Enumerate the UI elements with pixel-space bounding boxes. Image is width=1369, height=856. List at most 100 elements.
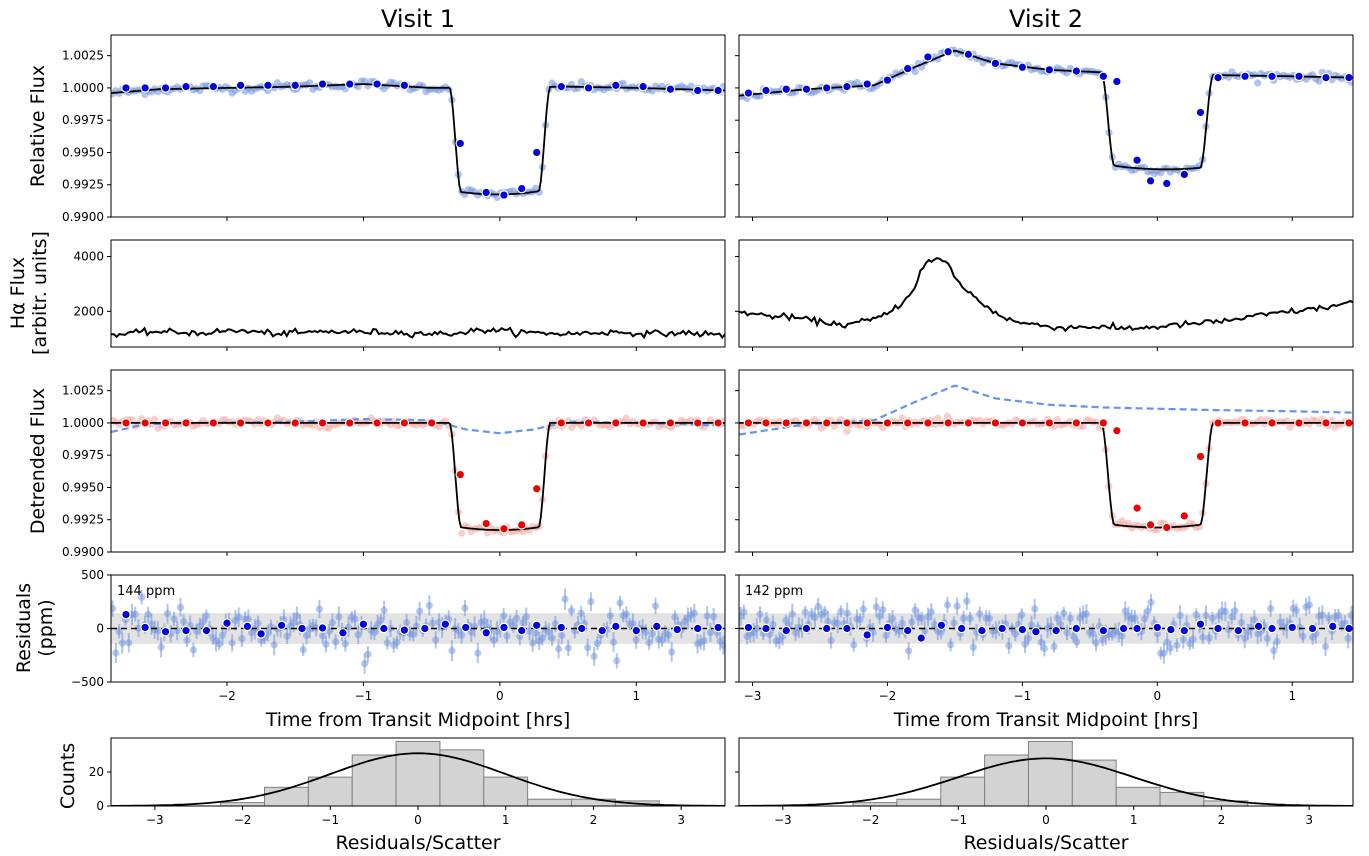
binned-residual-point (1195, 619, 1206, 630)
residual-point (1153, 630, 1162, 638)
halpha-line (739, 257, 1353, 333)
plot-area (111, 588, 725, 674)
residual-point (512, 614, 521, 623)
residual-point (632, 636, 640, 644)
binned-data-point (516, 520, 527, 530)
residual-point (361, 660, 369, 668)
residual-point (756, 610, 764, 618)
residual-point (1318, 611, 1326, 619)
binned-residual-point (936, 620, 947, 631)
residual-point (270, 641, 278, 649)
binned-data-point (692, 85, 703, 96)
residual-point (648, 629, 656, 638)
histogram-bar (1071, 759, 1117, 806)
binned-data-point (372, 418, 382, 428)
residual-point (1179, 635, 1187, 644)
residual-point (1263, 634, 1271, 643)
binned-data-point (842, 418, 852, 428)
x-tick-label: 3 (1305, 813, 1313, 827)
histogram-bar (220, 802, 265, 806)
residual-point (1202, 611, 1210, 620)
binned-residual-point (1051, 625, 1061, 636)
binned-data-point (1098, 71, 1109, 82)
residual-point (302, 631, 311, 640)
x-tick-label: 0 (1154, 689, 1162, 703)
x-tick-label: −2 (862, 813, 880, 827)
residual-point (1147, 598, 1155, 606)
binned-data-point (499, 190, 509, 200)
residual-point (1018, 611, 1026, 619)
residual-point (1305, 601, 1313, 609)
binned-residual-point (1213, 623, 1223, 634)
binned-residual-point (597, 625, 607, 636)
binned-residual-point (821, 623, 832, 634)
residual-point (125, 639, 133, 647)
residual-point (882, 631, 890, 640)
residual-point (144, 610, 152, 618)
binned-data-point (1161, 178, 1172, 189)
x-tick-label: 1 (1288, 689, 1296, 703)
binned-data-point (556, 81, 567, 92)
halpha-line (111, 326, 725, 340)
binned-data-point (781, 84, 792, 95)
binned-data-point (713, 418, 723, 428)
y-tick-label: 1.0000 (62, 416, 104, 430)
binned-data-point (1213, 72, 1223, 83)
residual-point (228, 639, 236, 647)
visit2-detrended-flux-panel (735, 369, 1354, 556)
binned-data-point (743, 418, 754, 428)
binned-data-point (1321, 418, 1331, 428)
residual-point (1144, 607, 1152, 615)
residual-point (966, 614, 974, 623)
binned-data-point (882, 418, 893, 428)
binned-residual-point (516, 625, 527, 636)
residual-point (403, 619, 411, 627)
binned-data-point (290, 418, 300, 428)
binned-data-point (902, 63, 913, 74)
residual-point (341, 640, 349, 648)
binned-data-point (1132, 503, 1142, 513)
binned-residual-point (1327, 621, 1338, 632)
scatter-annotation: 144 ppm (117, 584, 175, 599)
binned-residual-point (160, 626, 171, 637)
transit-model-line (739, 422, 1353, 529)
visit1-relative-flux-panel: 0.9900 0.9925 0.9950 0.9975 1.0000 1.0025 (62, 34, 726, 224)
residual-point (199, 618, 207, 626)
residual-point (393, 638, 401, 647)
binned-data-point (1044, 65, 1055, 75)
axes-frame (110, 34, 726, 218)
plot-area (739, 740, 1353, 806)
residual-point (1040, 644, 1048, 653)
residual-point (1021, 640, 1029, 648)
residual-point (629, 619, 637, 628)
binned-data-point (801, 84, 812, 95)
residual-point (548, 634, 556, 642)
y-tick-label: 1.0025 (62, 384, 104, 398)
binned-residual-point (201, 625, 212, 636)
residual-point (762, 616, 771, 624)
residual-point (1273, 637, 1281, 646)
residual-point (590, 652, 598, 660)
residual-point (788, 610, 796, 618)
residual-point (1031, 605, 1039, 613)
residual-point (927, 608, 935, 616)
binned-data-point (923, 52, 933, 62)
binned-data-point (556, 418, 567, 428)
binned-data-point (743, 88, 754, 98)
residual-point (1053, 614, 1061, 622)
x-tick-label: 1 (632, 689, 640, 703)
binned-residual-point (1071, 623, 1082, 634)
binned-data-point (761, 85, 771, 96)
residual-point (706, 628, 715, 637)
residual-point (1163, 638, 1171, 646)
axes-frame (110, 239, 726, 348)
binned-data-point (1321, 72, 1331, 83)
binned-residual-point (460, 622, 471, 633)
residual-point (215, 640, 223, 648)
binned-residual-point (242, 621, 253, 632)
residual-point (1073, 638, 1081, 646)
binned-residual-point (801, 623, 812, 634)
binned-data-point (181, 418, 191, 428)
raw-data-point (574, 84, 582, 92)
raw-data-point (458, 529, 466, 537)
